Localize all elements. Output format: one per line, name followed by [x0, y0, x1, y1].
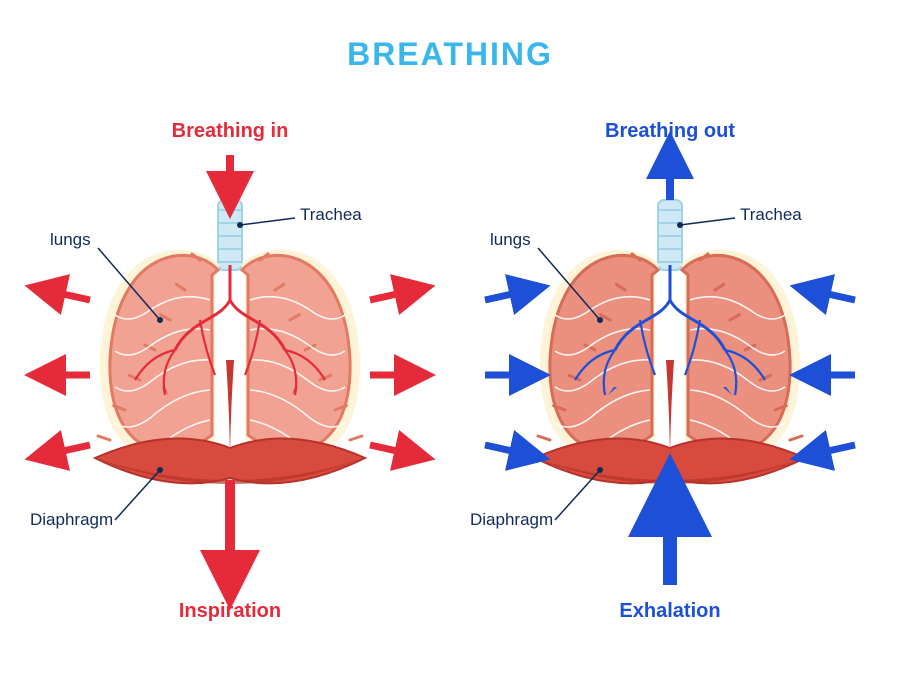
- panel-exhalation: Breathing out Exhalation lungs Trachea D…: [460, 100, 880, 660]
- panel-inspiration: Breathing in Inspiration lungs Trachea D…: [20, 100, 440, 660]
- label-trachea-left: Trachea: [300, 205, 362, 225]
- inspiration-subtitle: Breathing in: [20, 120, 440, 143]
- exhalation-subtitle: Breathing out: [460, 120, 880, 143]
- inspiration-phase-label: Inspiration: [20, 600, 440, 623]
- label-trachea-right: Trachea: [740, 205, 802, 225]
- label-lungs-left: lungs: [50, 230, 91, 250]
- label-diaphragm-right: Diaphragm: [470, 510, 553, 530]
- label-diaphragm-left: Diaphragm: [30, 510, 113, 530]
- exhalation-phase-label: Exhalation: [460, 600, 880, 623]
- label-lungs-right: lungs: [490, 230, 531, 250]
- inspiration-illustration: [20, 100, 440, 660]
- page-title: BREATHING: [0, 36, 900, 73]
- exhalation-illustration: [460, 100, 880, 660]
